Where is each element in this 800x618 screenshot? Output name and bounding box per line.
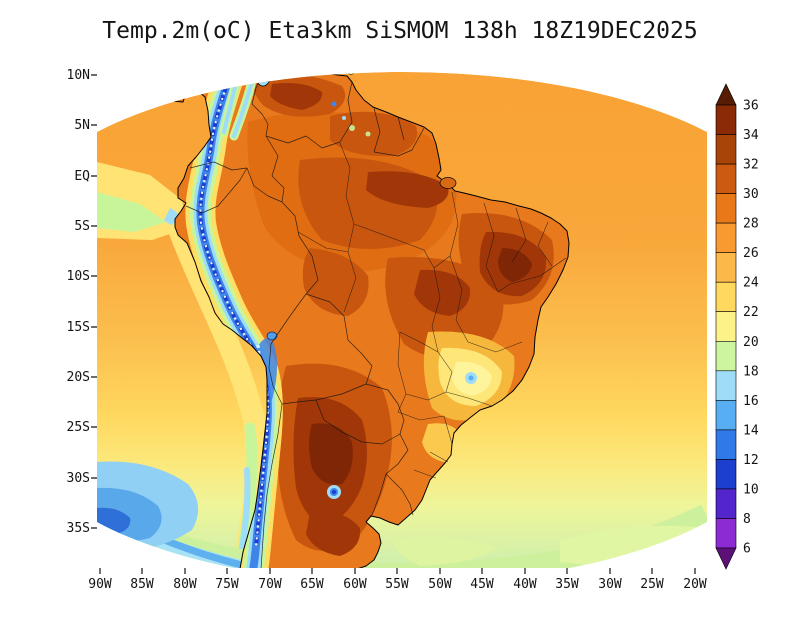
lon-label: 30W: [598, 577, 622, 592]
colorbar-swatch: [715, 222, 737, 254]
state-borders: [297, 142, 567, 479]
colorbar: [715, 83, 737, 570]
colorbar-value: 22: [743, 305, 759, 320]
trinidad-island: [347, 72, 355, 75]
colorbar-swatch: [715, 281, 737, 313]
colorbar-value: 16: [743, 394, 759, 409]
model-domain: [97, 72, 707, 568]
lon-label: 25W: [640, 577, 664, 592]
lat-label: 5S: [74, 219, 90, 234]
lon-label: 50W: [428, 577, 452, 592]
colorbar-swatch: [715, 518, 737, 549]
colorbar-swatch: [715, 488, 737, 519]
lon-label: 45W: [470, 577, 494, 592]
colorbar-swatch: [715, 163, 737, 194]
colorbar-value: 6: [743, 542, 751, 557]
colorbar-value: 12: [743, 453, 759, 468]
y-axis: 10N 5N EQ 5S 10S 15S 20S 25S 30S 35S: [67, 68, 97, 536]
lon-label: 40W: [513, 577, 537, 592]
plot-area: [97, 72, 707, 568]
colorbar-labels: 36 34 32 30 28 26 24 22 20 18 16 14 12 1…: [743, 99, 759, 557]
lon-label: 35W: [555, 577, 579, 592]
lat-label: 15S: [67, 320, 90, 335]
colorbar-swatch: [715, 134, 737, 165]
colorbar-value: 34: [743, 128, 759, 143]
y-axis-ticks: [91, 74, 97, 529]
lon-label: 75W: [215, 577, 239, 592]
colorbar-swatch: [715, 340, 737, 372]
colorbar-cap-bottom: [715, 547, 737, 570]
colorbar-swatch: [715, 311, 737, 342]
colorbar-swatch: [715, 104, 737, 135]
colorbar-value: 8: [743, 512, 751, 527]
lat-label: 10S: [67, 269, 90, 284]
map-title: Temp.2m(oC) Eta3km SiSMOM 138h 18Z19DEC2…: [102, 18, 697, 44]
colorbar-value: 18: [743, 364, 759, 379]
colorbar-value: 26: [743, 246, 759, 261]
andes-cold-band: [185, 72, 347, 568]
lon-label: 55W: [385, 577, 409, 592]
lon-label: 20W: [683, 577, 707, 592]
lat-label: EQ: [74, 169, 90, 184]
lat-label: 5N: [74, 118, 90, 133]
lat-label: 30S: [67, 471, 90, 486]
colorbar-value: 14: [743, 423, 759, 438]
colorbar-cap-top: [715, 83, 737, 106]
colorbar-swatch: [715, 370, 737, 401]
political-borders: [185, 72, 425, 568]
colorbar-value: 30: [743, 187, 759, 202]
marajo-island: [439, 177, 457, 189]
colorbar-value: 24: [743, 276, 759, 291]
colorbar-value: 20: [743, 335, 759, 350]
colorbar-value: 28: [743, 217, 759, 232]
colorbar-value: 10: [743, 482, 759, 497]
lat-label: 20S: [67, 370, 90, 385]
lat-label: 25S: [67, 420, 90, 435]
lake-titicaca: [266, 331, 278, 341]
colorbar-swatch: [715, 193, 737, 224]
x-axis-ticks: [99, 568, 696, 574]
lon-label: 60W: [343, 577, 367, 592]
lat-label: 35S: [67, 521, 90, 536]
colorbar-value: 32: [743, 158, 759, 173]
lon-label: 70W: [258, 577, 282, 592]
colorbar-value: 36: [743, 99, 759, 114]
lat-label: 10N: [67, 68, 90, 83]
colorbar-swatch: [715, 459, 737, 490]
lon-label: 90W: [88, 577, 112, 592]
x-axis: 90W 85W 80W 75W 70W 65W 60W 55W 50W 45W …: [88, 568, 707, 592]
colorbar-swatch: [715, 252, 737, 283]
lon-label: 80W: [173, 577, 197, 592]
colorbar-swatch: [715, 399, 737, 431]
colorbar-swatch: [715, 429, 737, 460]
lon-label: 65W: [300, 577, 324, 592]
lon-label: 85W: [130, 577, 154, 592]
